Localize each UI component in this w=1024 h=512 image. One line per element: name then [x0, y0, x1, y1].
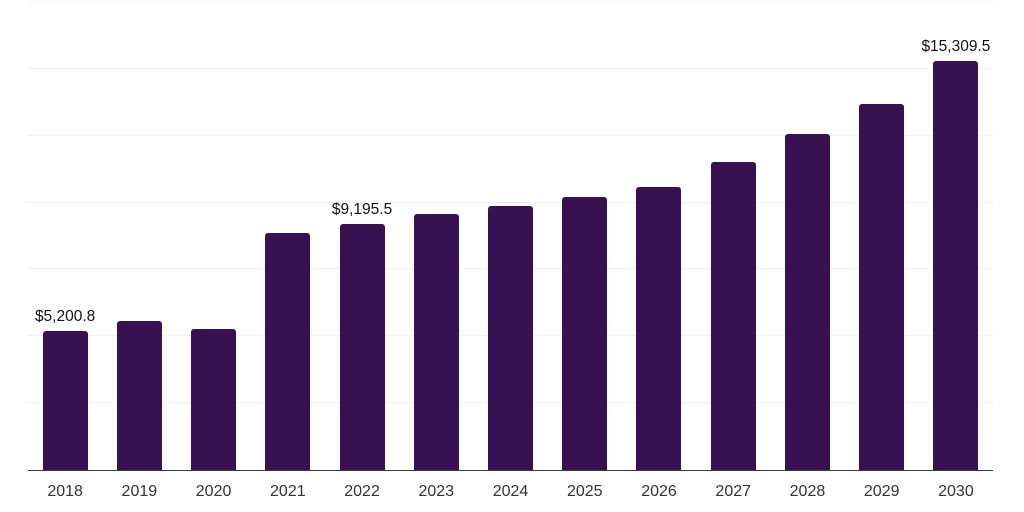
plot-area: $5,200.8 $9,195.5 $15,309.5 — [28, 1, 993, 471]
bar-slot — [251, 2, 325, 470]
x-tick-label: 2028 — [789, 483, 826, 500]
bar-2026 — [636, 187, 682, 470]
bar-slot — [399, 2, 473, 470]
gridline — [28, 1, 993, 2]
bar-2023 — [413, 213, 459, 470]
bar-slot: $15,309.5 — [919, 2, 993, 470]
bar-2030 — [933, 60, 979, 470]
gridline — [28, 201, 993, 203]
bar-slot — [845, 2, 919, 470]
x-tick-label: 2029 — [863, 483, 900, 500]
x-tick-label: 2022 — [344, 483, 380, 500]
bar-2029 — [859, 103, 905, 470]
gridline — [28, 134, 993, 136]
bar-2028 — [784, 133, 830, 470]
bar-2027 — [710, 162, 756, 470]
x-tick-label: 2020 — [195, 483, 232, 500]
x-tick-label: 2027 — [715, 483, 752, 500]
bar-2025 — [562, 196, 608, 470]
bar-slot — [696, 2, 770, 470]
bar-slot — [622, 2, 696, 470]
bar-2024 — [488, 206, 534, 470]
x-tick-label: 2024 — [492, 483, 529, 500]
bar-2022 — [339, 224, 385, 470]
x-tick-label: 2025 — [566, 483, 603, 500]
bar-slot — [548, 2, 622, 470]
bar-slot — [770, 2, 844, 470]
x-tick-label: 2026 — [641, 483, 677, 500]
gridline — [28, 67, 993, 69]
bar-value-label: $9,195.5 — [331, 201, 393, 219]
bar-value-label: $5,200.8 — [34, 308, 96, 326]
x-tick-label: 2030 — [938, 483, 974, 500]
x-tick-label: 2018 — [47, 483, 83, 500]
x-tick-label: 2019 — [121, 483, 158, 500]
bar-2019 — [116, 321, 162, 470]
x-axis-labels: 2018 2019 2020 2021 2022 2023 2024 2025 2026 2027… — [28, 471, 993, 501]
x-tick-label: 2023 — [418, 483, 455, 500]
bar-2021 — [265, 233, 311, 470]
bar-slot: $5,200.8 — [28, 2, 102, 470]
bar-slot — [102, 2, 176, 470]
bar-slot: $9,195.5 — [325, 2, 399, 470]
bar-2020 — [191, 329, 237, 470]
bar-slot — [176, 2, 250, 470]
bars-container: $5,200.8 $9,195.5 $15,309.5 — [28, 2, 993, 470]
bar-2018 — [42, 330, 88, 470]
bar-slot — [473, 2, 547, 470]
bar-value-label: $15,309.5 — [921, 37, 991, 55]
x-tick-label: 2021 — [270, 483, 306, 500]
